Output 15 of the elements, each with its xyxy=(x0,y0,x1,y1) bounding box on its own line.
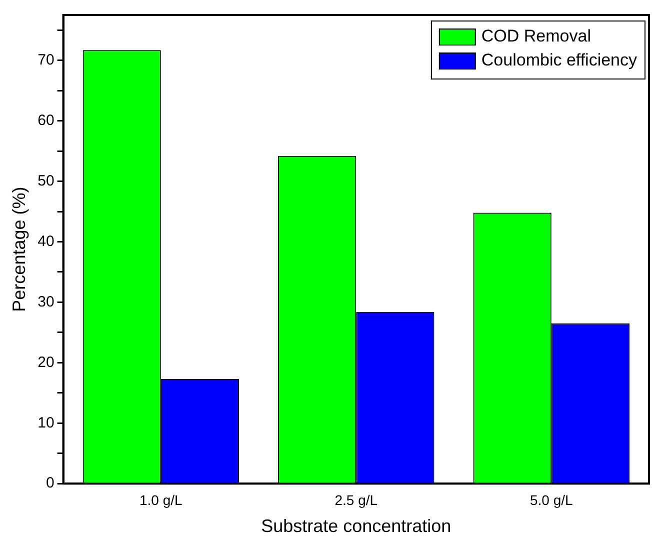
x-axis-title: Substrate concentration xyxy=(261,516,452,536)
x-tick-label: 2.5 g/L xyxy=(334,492,378,508)
x-tick-label: 5.0 g/L xyxy=(530,492,573,508)
y-axis-title: Percentage (%) xyxy=(8,186,29,312)
y-tick-label: 60 xyxy=(38,112,54,129)
y-tick-label: 10 xyxy=(38,414,54,432)
y-tick-label: 70 xyxy=(38,51,54,68)
y-tick-label: 50 xyxy=(38,172,54,190)
legend-label: Coulombic efficiency xyxy=(481,50,638,70)
y-tick-label: 30 xyxy=(38,293,54,310)
y-tick-label: 20 xyxy=(38,354,54,371)
y-tick-label: 40 xyxy=(38,232,54,250)
x-tick-label: 1.0 g/L xyxy=(139,492,183,508)
legend-label: COD Removal xyxy=(481,26,592,46)
y-tick-label: 0 xyxy=(46,474,54,492)
